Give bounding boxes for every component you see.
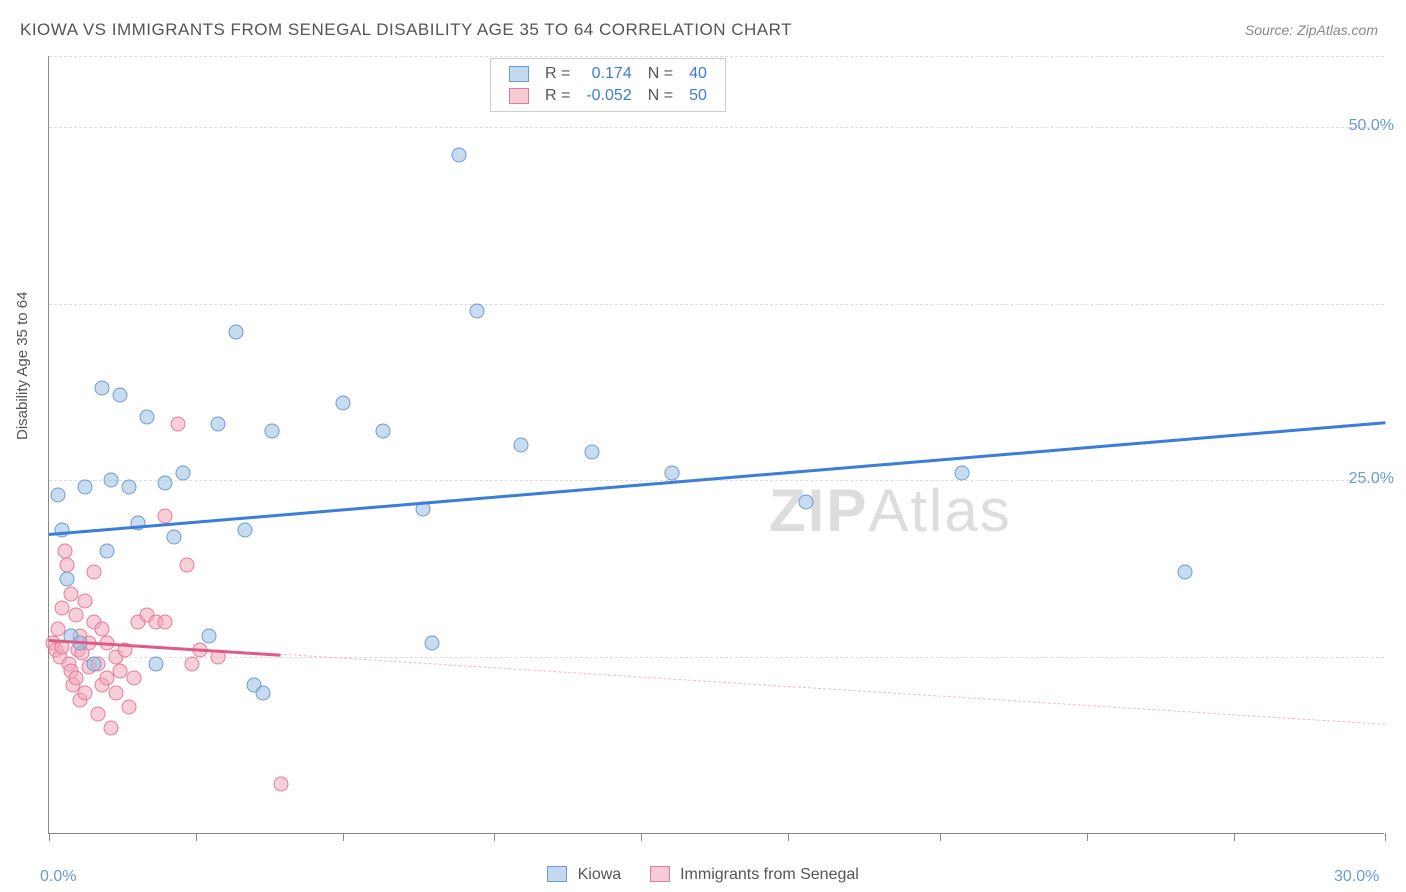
legend-label-kiowa: Kiowa: [578, 866, 622, 883]
data-point-senegal: [68, 671, 83, 686]
data-point-kiowa: [211, 416, 226, 431]
data-point-senegal: [126, 671, 141, 686]
x-tick: [788, 833, 789, 841]
data-point-kiowa: [424, 636, 439, 651]
gridline: [49, 127, 1384, 128]
data-point-senegal: [108, 685, 123, 700]
plot-area: ZIPAtlas: [48, 56, 1384, 834]
data-point-senegal: [122, 699, 137, 714]
data-point-kiowa: [175, 466, 190, 481]
watermark: ZIPAtlas: [769, 476, 1012, 545]
series-legend: Kiowa Immigrants from Senegal: [0, 866, 1406, 884]
gridline: [49, 480, 1384, 481]
data-point-kiowa: [514, 438, 529, 453]
data-point-kiowa: [59, 572, 74, 587]
data-point-kiowa: [585, 445, 600, 460]
data-point-kiowa: [229, 324, 244, 339]
data-point-senegal: [171, 416, 186, 431]
n-label: N =: [640, 63, 681, 85]
source-attribution: Source: ZipAtlas.com: [1245, 22, 1378, 38]
chart-container: KIOWA VS IMMIGRANTS FROM SENEGAL DISABIL…: [0, 0, 1406, 892]
n-value-kiowa: 40: [681, 63, 715, 85]
y-tick-label: 25.0%: [1349, 470, 1394, 488]
n-label: N =: [640, 85, 681, 107]
swatch-kiowa: [509, 66, 529, 82]
x-tick: [1087, 833, 1088, 841]
data-point-senegal: [57, 544, 72, 559]
x-tick: [494, 833, 495, 841]
data-point-kiowa: [451, 148, 466, 163]
data-point-kiowa: [237, 522, 252, 537]
data-point-kiowa: [1177, 565, 1192, 580]
r-label: R =: [537, 85, 578, 107]
n-value-senegal: 50: [681, 85, 715, 107]
y-axis-label: Disability Age 35 to 64: [14, 292, 31, 440]
legend-row-senegal: R = -0.052 N = 50: [501, 85, 715, 107]
data-point-kiowa: [202, 628, 217, 643]
swatch-senegal: [650, 866, 670, 882]
correlation-legend: R = 0.174 N = 40 R = -0.052 N = 50: [490, 58, 726, 112]
data-point-senegal: [95, 621, 110, 636]
data-point-senegal: [90, 706, 105, 721]
x-tick: [343, 833, 344, 841]
data-point-kiowa: [95, 381, 110, 396]
x-tick: [940, 833, 941, 841]
data-point-kiowa: [104, 473, 119, 488]
data-point-senegal: [104, 720, 119, 735]
data-point-kiowa: [148, 657, 163, 672]
r-value-senegal: -0.052: [578, 85, 639, 107]
x-tick-label: 30.0%: [1334, 868, 1379, 886]
x-tick: [641, 833, 642, 841]
legend-label-senegal: Immigrants from Senegal: [680, 866, 859, 883]
gridline: [49, 56, 1384, 57]
x-tick: [196, 833, 197, 841]
chart-title: KIOWA VS IMMIGRANTS FROM SENEGAL DISABIL…: [20, 20, 792, 40]
data-point-senegal: [86, 565, 101, 580]
data-point-kiowa: [954, 466, 969, 481]
y-tick-label: 50.0%: [1349, 117, 1394, 135]
r-label: R =: [537, 63, 578, 85]
data-point-senegal: [77, 593, 92, 608]
gridline: [49, 657, 1384, 658]
gridline: [49, 304, 1384, 305]
data-point-kiowa: [469, 303, 484, 318]
data-point-kiowa: [335, 395, 350, 410]
swatch-kiowa: [547, 866, 567, 882]
data-point-senegal: [77, 685, 92, 700]
data-point-kiowa: [77, 480, 92, 495]
data-point-kiowa: [113, 388, 128, 403]
x-tick: [1234, 833, 1235, 841]
data-point-kiowa: [799, 494, 814, 509]
data-point-senegal: [273, 777, 288, 792]
trendline-kiowa: [49, 421, 1385, 536]
data-point-kiowa: [376, 423, 391, 438]
data-point-kiowa: [122, 480, 137, 495]
legend-item-kiowa: Kiowa: [547, 866, 621, 884]
x-tick: [1385, 833, 1386, 841]
data-point-senegal: [157, 614, 172, 629]
r-value-kiowa: 0.174: [578, 63, 639, 85]
data-point-senegal: [59, 558, 74, 573]
data-point-kiowa: [50, 487, 65, 502]
data-point-kiowa: [139, 409, 154, 424]
data-point-senegal: [180, 558, 195, 573]
x-tick-label: 0.0%: [40, 868, 76, 886]
data-point-kiowa: [99, 544, 114, 559]
data-point-kiowa: [157, 476, 172, 491]
swatch-senegal: [509, 88, 529, 104]
data-point-kiowa: [166, 529, 181, 544]
data-point-senegal: [157, 508, 172, 523]
data-point-kiowa: [255, 685, 270, 700]
legend-item-senegal: Immigrants from Senegal: [650, 866, 859, 884]
data-point-senegal: [184, 657, 199, 672]
data-point-senegal: [68, 607, 83, 622]
data-point-kiowa: [86, 657, 101, 672]
legend-row-kiowa: R = 0.174 N = 40: [501, 63, 715, 85]
x-tick: [49, 833, 50, 841]
data-point-kiowa: [665, 466, 680, 481]
data-point-kiowa: [264, 423, 279, 438]
